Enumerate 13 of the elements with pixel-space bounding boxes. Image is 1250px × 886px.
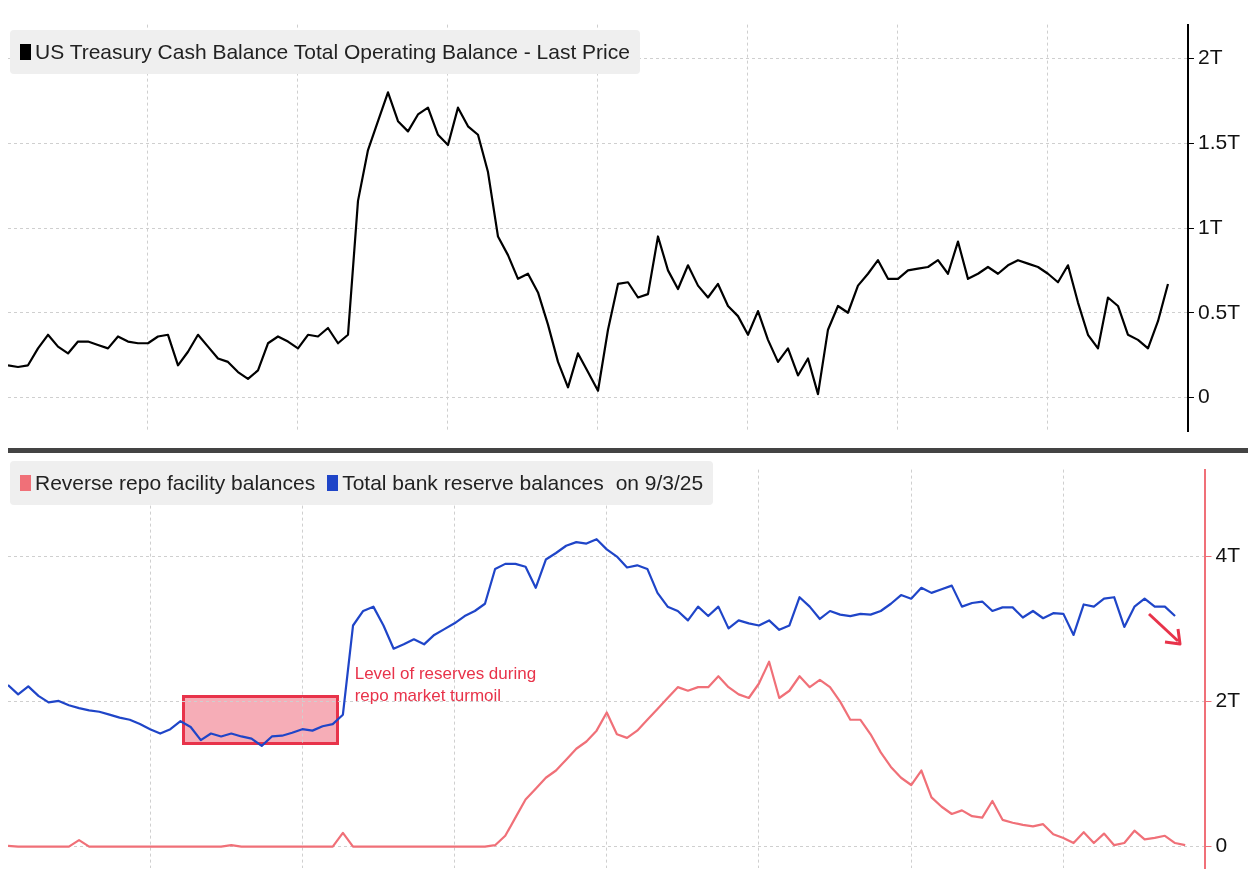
y-tick-label: 2T — [1197, 45, 1223, 69]
y-tick-label: 2T — [1215, 688, 1241, 712]
y-tick-label: 1T — [1197, 214, 1223, 238]
y-tick-label: 0 — [1197, 384, 1210, 408]
legend-label: Reverse repo facility balances — [35, 471, 316, 495]
y-tick-label: 0.5T — [1197, 299, 1241, 323]
y-tick-label: 0 — [1215, 833, 1228, 857]
legend-label: Total bank reserve balances — [342, 471, 604, 495]
y-tick-label: 4T — [1215, 543, 1241, 567]
legend-label: US Treasury Cash Balance Total Operating Balance - Last Price — [35, 40, 630, 64]
y-tick-label: 1.5T — [1197, 130, 1241, 154]
annotation: on 9/3/25 — [615, 471, 704, 495]
annotation: Level of reserves during repo market turmoil — [354, 663, 538, 707]
